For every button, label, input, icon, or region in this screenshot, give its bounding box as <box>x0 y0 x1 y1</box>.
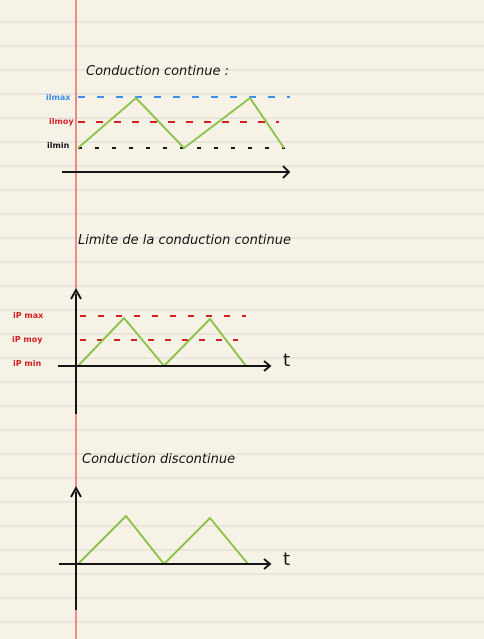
time-label: t <box>283 549 290 570</box>
label-ipmin: iP min <box>13 359 41 368</box>
current-axis-arrow-icon <box>70 485 82 498</box>
label-ilmax: ilmax <box>46 93 71 102</box>
section-title-discontinuous: Conduction discontinue <box>82 452 235 467</box>
section-discontinuous: Conduction discontinue t <box>59 452 290 610</box>
current-axis-arrow-icon <box>70 287 82 300</box>
time-label: t <box>283 350 290 371</box>
section-title-boundary: Limite de la conduction continue <box>78 233 291 248</box>
section-title-continuous: Conduction continue : <box>86 64 229 79</box>
triangular-waveform <box>77 317 247 367</box>
section-boundary: Limite de la conduction continue iP max … <box>12 233 291 414</box>
label-ipmoy: iP moy <box>12 335 43 344</box>
time-axis-arrow-icon <box>263 558 272 570</box>
triangular-waveform <box>77 97 285 149</box>
label-ilmoy: ilmoy <box>49 117 74 126</box>
time-axis-arrow-icon <box>263 360 272 372</box>
section-continuous: Conduction continue : ilmax ilmoy ilmin <box>46 64 291 179</box>
ruled-lines <box>0 21 484 623</box>
label-ipmax: iP max <box>13 311 44 320</box>
label-ilmin: ilmin <box>47 141 70 150</box>
time-axis-arrow-icon <box>282 165 291 179</box>
triangular-waveform <box>77 515 249 565</box>
